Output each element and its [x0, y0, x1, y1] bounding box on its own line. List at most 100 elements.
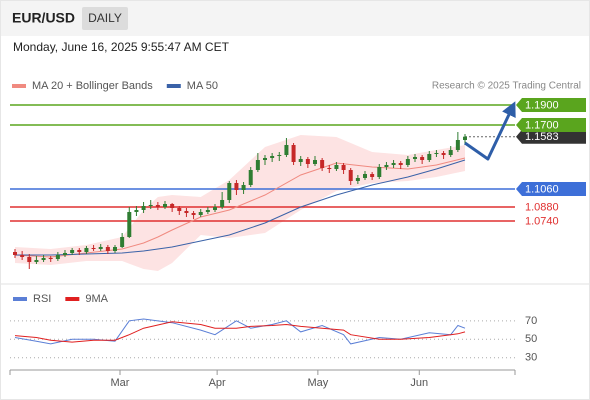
candle-body — [377, 167, 382, 177]
candle-body — [463, 136, 467, 140]
period: DAILY — [88, 11, 122, 25]
candle-body — [105, 247, 110, 251]
candle-body — [48, 258, 53, 259]
candle-body — [241, 185, 246, 190]
candle-body — [391, 163, 396, 165]
candle-body — [291, 145, 296, 162]
candle-body — [27, 257, 32, 262]
candle-body — [70, 250, 75, 253]
candle-body — [13, 252, 17, 255]
candle-body — [413, 157, 417, 159]
candle-body — [98, 247, 103, 249]
candle-body — [127, 212, 132, 237]
candle-body — [405, 159, 410, 165]
candle-body — [41, 258, 46, 260]
candle-body — [84, 248, 89, 252]
level-label-box — [516, 129, 586, 144]
candle-body — [284, 145, 289, 155]
candle-body — [420, 157, 425, 160]
moving-average — [15, 159, 466, 256]
candle-body — [227, 183, 232, 200]
level-label-box — [516, 118, 586, 132]
candle-body — [184, 211, 189, 213]
candle-body — [434, 153, 439, 154]
bollinger-band — [15, 135, 465, 271]
x-tick-label: May — [307, 377, 328, 389]
candle-body — [141, 206, 146, 210]
candle-body — [384, 165, 389, 167]
moving-average — [14, 157, 466, 258]
candle-body — [327, 168, 332, 169]
candle-body — [34, 260, 39, 262]
candle-body — [77, 250, 82, 252]
candle-body — [191, 213, 196, 215]
projection-arrow — [464, 101, 516, 161]
candle-body — [205, 210, 210, 212]
period-badge — [82, 7, 128, 30]
level-label: 1.1583 — [525, 131, 559, 143]
candle-body — [348, 170, 353, 181]
candle-body — [370, 174, 375, 177]
y-tick-label: 50 — [525, 333, 537, 345]
candle-body — [163, 204, 167, 207]
series-line — [14, 321, 466, 343]
candle-body — [234, 183, 239, 190]
level-label-box — [516, 182, 586, 196]
candle-body — [220, 200, 225, 207]
x-tick-label: Apr — [209, 377, 226, 389]
candle-body — [270, 156, 275, 158]
candle-body — [363, 174, 367, 178]
candle-body — [198, 212, 203, 215]
level-label: 1.0880 — [525, 201, 559, 213]
level-label: 1.0740 — [525, 215, 559, 227]
x-tick-label: Mar — [111, 377, 130, 389]
candle-body — [341, 165, 346, 170]
candle-body — [455, 140, 460, 150]
level-label-box — [516, 98, 586, 112]
legend-label: MA 20 + Bollinger Bands — [32, 80, 153, 92]
credit: Research © 2025 Trading Central — [432, 81, 581, 92]
candle-body — [263, 158, 267, 160]
candle-body — [248, 170, 253, 185]
legend-swatch — [65, 297, 80, 301]
candle-body — [441, 153, 446, 155]
candle-body — [313, 160, 317, 164]
candle-body — [320, 160, 325, 168]
candle-body — [298, 159, 303, 162]
level-label: 1.1060 — [525, 183, 559, 195]
legend-swatch — [13, 297, 27, 301]
x-tick-label: Jun — [410, 377, 428, 389]
candle-body — [334, 165, 339, 169]
candle-body — [155, 205, 160, 207]
candle-body — [148, 205, 153, 206]
candle-body — [113, 247, 117, 251]
legend-label: RSI — [33, 293, 51, 305]
candle-body — [355, 178, 360, 181]
candle-body — [277, 155, 282, 156]
legend-swatch — [166, 84, 181, 88]
candle-body — [305, 159, 310, 164]
legend-label: MA 50 — [187, 80, 218, 92]
level-label: 1.1900 — [525, 99, 559, 111]
candle-body — [120, 237, 125, 247]
candle-body — [170, 204, 175, 208]
candle-body — [448, 150, 453, 155]
symbol: EUR/USD — [12, 10, 75, 26]
candle-body — [20, 255, 25, 257]
candle-body — [398, 163, 403, 165]
candle-body — [427, 154, 432, 160]
candle-body — [255, 160, 260, 170]
candle-body — [55, 255, 60, 259]
y-tick-label: 30 — [525, 352, 537, 364]
candle-body — [134, 210, 139, 212]
level-label: 1.1700 — [525, 119, 559, 131]
candle-body — [177, 208, 182, 211]
candle-body — [213, 207, 217, 210]
series-line — [14, 318, 466, 345]
y-tick-label: 70 — [525, 315, 537, 327]
legend-swatch — [12, 84, 26, 88]
datetime: Monday, June 16, 2025 9:55:47 AM CET — [13, 40, 230, 54]
